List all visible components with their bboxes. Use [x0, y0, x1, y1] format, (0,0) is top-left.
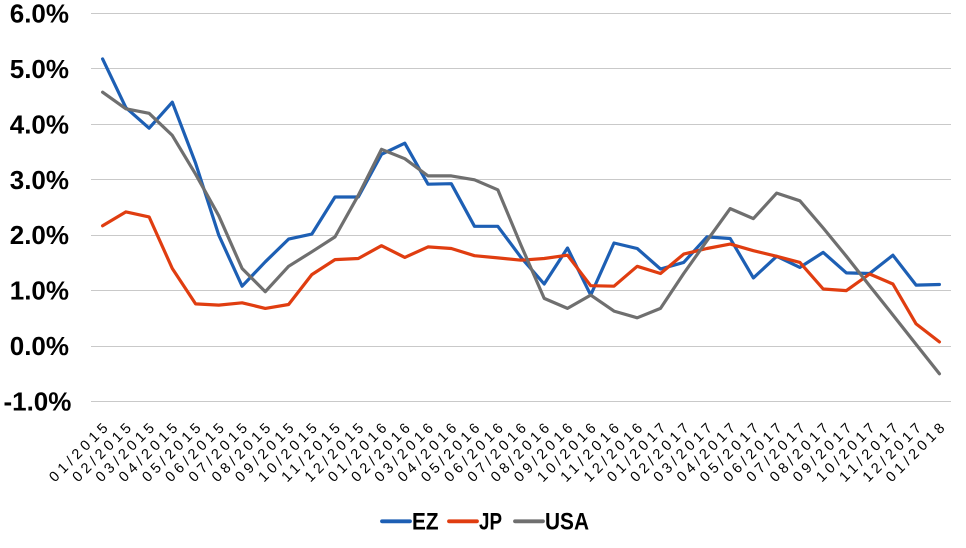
- svg-text:2.0%: 2.0%: [10, 220, 69, 250]
- svg-text:1.0%: 1.0%: [10, 276, 69, 306]
- svg-text:USA: USA: [545, 509, 589, 536]
- svg-text:0.0%: 0.0%: [10, 331, 69, 361]
- svg-text:EZ: EZ: [412, 509, 439, 536]
- svg-text:-1.0%: -1.0%: [3, 387, 71, 417]
- svg-text:4.0%: 4.0%: [10, 109, 69, 139]
- svg-text:3.0%: 3.0%: [10, 165, 69, 195]
- svg-text:6.0%: 6.0%: [10, 0, 69, 29]
- svg-text:JP: JP: [479, 509, 502, 536]
- svg-text:5.0%: 5.0%: [10, 54, 69, 84]
